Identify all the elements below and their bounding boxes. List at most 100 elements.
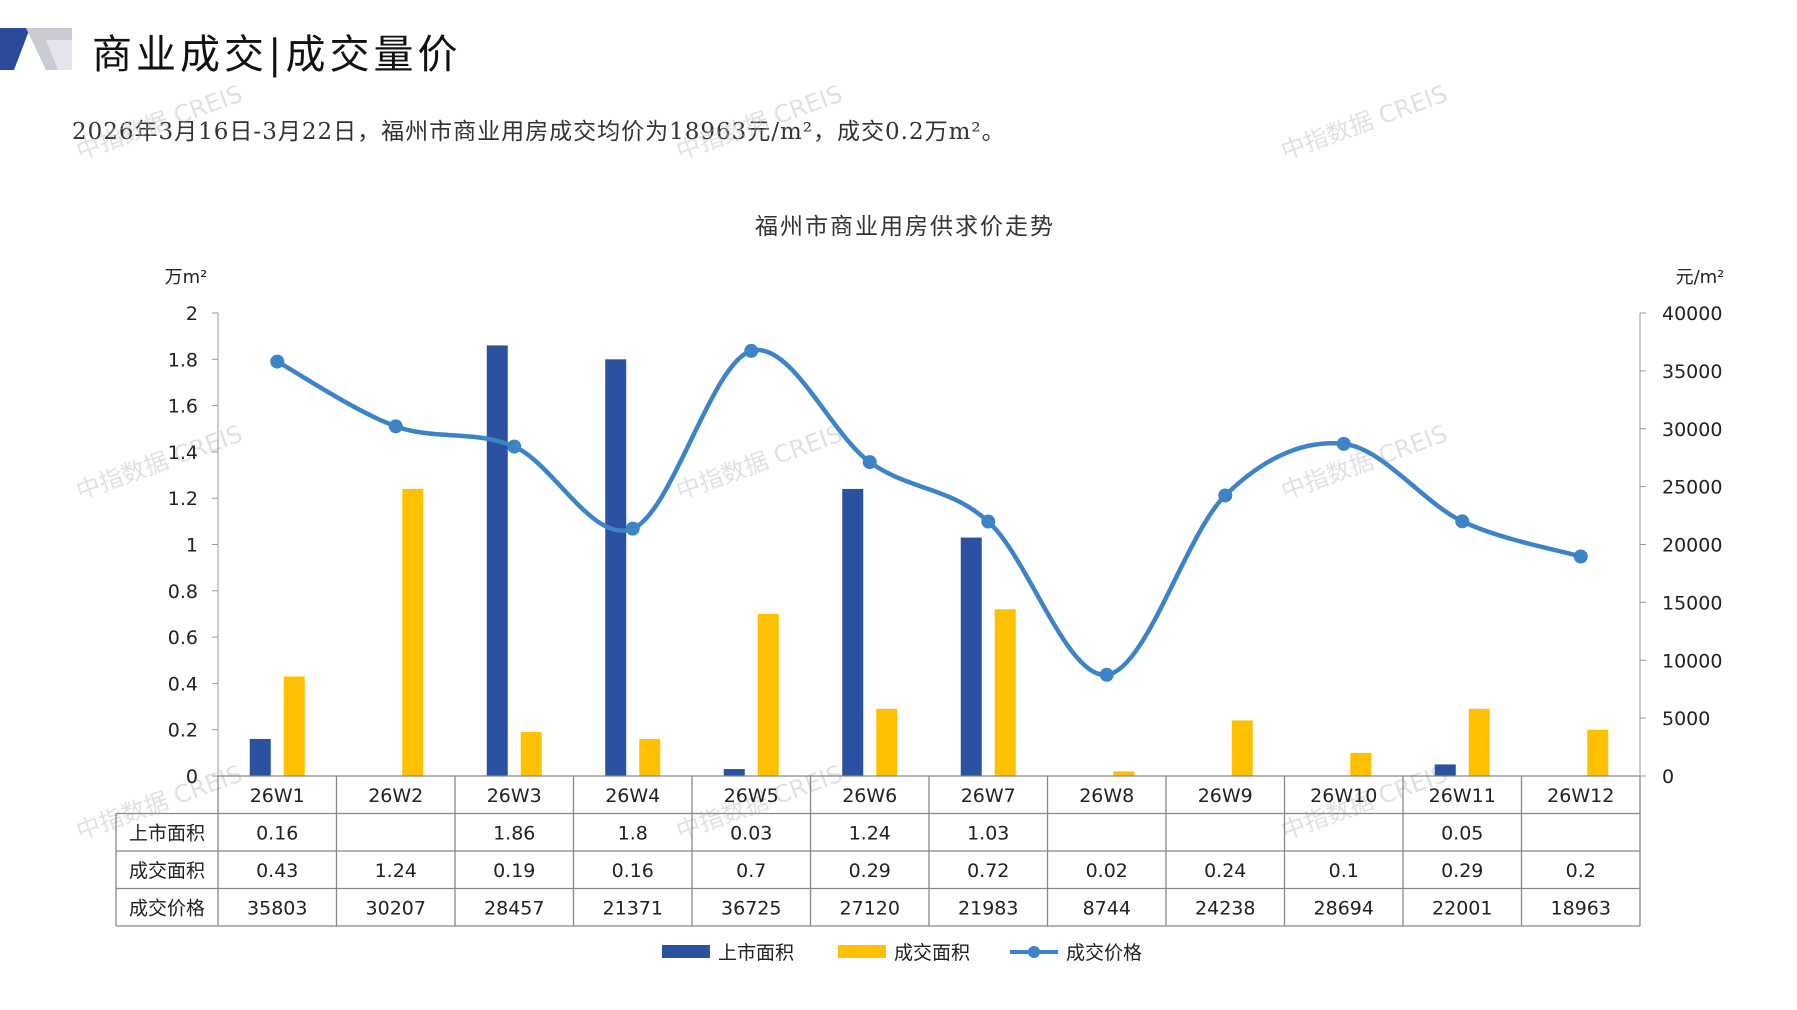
y-left-tick-label: 1.6 — [168, 396, 198, 418]
table-cell: 0.7 — [736, 860, 766, 882]
legend-swatch-listed — [662, 945, 710, 958]
y-left-tick-label: 0.2 — [168, 720, 198, 742]
table-row-label: 成交价格 — [129, 897, 205, 919]
price-point-26W6 — [862, 455, 877, 470]
bar-sold-26W7 — [994, 609, 1016, 776]
y-left-tick-label: 0 — [186, 766, 198, 788]
x-tick-label: 26W2 — [368, 785, 423, 807]
price-point-26W12 — [1573, 549, 1588, 564]
table-cell: 35803 — [247, 897, 307, 919]
bar-sold-26W2 — [402, 488, 424, 776]
bars — [249, 345, 1609, 776]
page-title: 商业成交|成交量价 — [92, 32, 462, 78]
y-right-tick-label: 5000 — [1662, 708, 1710, 730]
bar-sold-26W9 — [1231, 720, 1253, 776]
price-point-26W4 — [625, 521, 640, 536]
y-left-tick-label: 0.8 — [168, 581, 198, 603]
y-right-tick-label: 30000 — [1662, 419, 1722, 441]
table-cell: 36725 — [721, 897, 781, 919]
legend-label: 上市面积 — [718, 942, 794, 964]
y-right-tick-label: 20000 — [1662, 535, 1722, 557]
bar-sold-26W1 — [283, 676, 305, 776]
watermark-text: 中指数据 CREIS — [1277, 80, 1451, 166]
bar-listed-26W4 — [605, 359, 627, 776]
table-cell: 27120 — [840, 897, 900, 919]
price-line — [270, 343, 1588, 682]
legend-swatch-sold — [838, 945, 886, 958]
y-left-tick-label: 0.6 — [168, 627, 198, 649]
table-cell: 0.29 — [1441, 860, 1483, 882]
y-right-unit: 元/m² — [1676, 267, 1725, 288]
watermark-text: 中指数据 CREIS — [72, 420, 246, 506]
watermark-text: 中指数据 CREIS — [672, 80, 846, 166]
x-tick-label: 26W1 — [250, 785, 305, 807]
price-point-26W1 — [270, 354, 285, 369]
chart-title: 福州市商业用房供求价走势 — [755, 214, 1055, 240]
watermark-text: 中指数据 CREIS — [72, 80, 246, 166]
x-tick-label: 26W8 — [1079, 785, 1134, 807]
watermark-text: 中指数据 CREIS — [1277, 420, 1451, 506]
table-cell: 0.16 — [256, 822, 298, 844]
table-cell: 1.8 — [618, 822, 648, 844]
table-cell: 1.24 — [849, 822, 891, 844]
table-cell: 0.2 — [1566, 860, 1596, 882]
bar-listed-26W5 — [723, 769, 745, 776]
bar-sold-26W4 — [639, 738, 661, 776]
y-right-tick-label: 40000 — [1662, 303, 1722, 325]
x-tick-label: 26W5 — [724, 785, 779, 807]
x-tick-label: 26W12 — [1547, 785, 1614, 807]
price-point-26W2 — [388, 419, 403, 434]
price-point-26W5 — [744, 343, 759, 358]
price-point-26W9 — [1218, 488, 1233, 503]
table-cell: 28694 — [1314, 897, 1374, 919]
table-cell: 21371 — [603, 897, 663, 919]
data-table: 26W1 26W2 26W3 26W4 26W5 26W6 26W7 26W8 26W9 26W1… — [115, 775, 1641, 927]
table-row-label: 上市面积 — [129, 822, 205, 844]
x-tick-label: 26W7 — [961, 785, 1016, 807]
y-right-tick-label: 15000 — [1662, 592, 1722, 614]
table-cell: 0.29 — [849, 860, 891, 882]
legend-label: 成交面积 — [894, 942, 970, 964]
bar-listed-26W6 — [842, 488, 864, 776]
bar-sold-26W3 — [520, 732, 542, 776]
watermark-text: 中指数据 CREIS — [672, 420, 846, 506]
bar-listed-26W1 — [249, 738, 271, 776]
bar-sold-26W12 — [1587, 729, 1609, 776]
y-left-tick-label: 1.8 — [168, 349, 198, 371]
summary-text: 2026年3月16日-3月22日，福州市商业用房成交均价为18963元/m²，成… — [72, 119, 1006, 145]
table-cell: 0.72 — [967, 860, 1009, 882]
table-cell: 0.1 — [1329, 860, 1359, 882]
table-cell: 21983 — [958, 897, 1018, 919]
y-left-unit: 万m² — [165, 267, 208, 288]
price-point-26W8 — [1099, 667, 1114, 682]
table-cell: 1.24 — [375, 860, 417, 882]
bar-listed-26W11 — [1434, 764, 1456, 776]
y-left-tick-label: 1 — [186, 535, 198, 557]
legend-label: 成交价格 — [1066, 942, 1142, 964]
table-cell: 1.03 — [967, 822, 1009, 844]
table-cell: 1.86 — [493, 822, 535, 844]
x-tick-label: 26W3 — [487, 785, 542, 807]
legend-marker-price — [1028, 946, 1040, 958]
x-tick-label: 26W6 — [842, 785, 897, 807]
bar-listed-26W7 — [960, 537, 982, 776]
legend: 上市面积 成交面积 成交价格 — [662, 942, 1142, 964]
table-cell: 18963 — [1551, 897, 1611, 919]
table-cell: 0.24 — [1204, 860, 1246, 882]
price-point-26W7 — [981, 514, 996, 529]
axes: 0 0.2 0.4 0.6 0.8 1 1.2 1.4 1.6 1.8 2 0 5000 10000 150… — [168, 303, 1723, 788]
bar-sold-26W11 — [1468, 708, 1490, 776]
table-cell: 0.16 — [612, 860, 654, 882]
x-tick-label: 26W10 — [1310, 785, 1377, 807]
price-line-path — [276, 347, 1582, 678]
price-point-26W11 — [1455, 514, 1470, 529]
table-cell: 0.19 — [493, 860, 535, 882]
bar-sold-26W6 — [876, 708, 898, 776]
table-cell: 8744 — [1083, 897, 1131, 919]
y-right-tick-label: 0 — [1662, 766, 1674, 788]
bar-listed-26W3 — [486, 345, 508, 776]
price-point-26W10 — [1336, 436, 1351, 451]
y-left-tick-label: 0.4 — [168, 673, 198, 695]
x-tick-label: 26W4 — [605, 785, 660, 807]
